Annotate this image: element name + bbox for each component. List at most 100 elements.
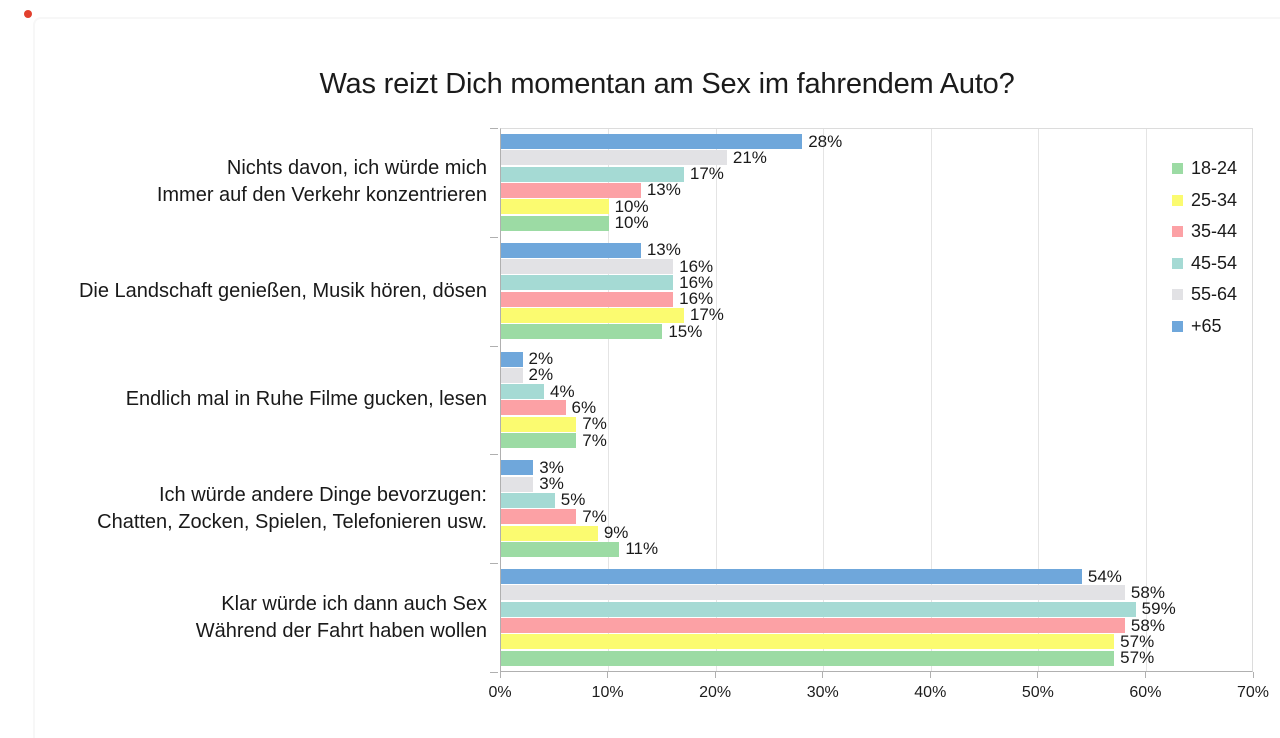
legend-swatch-icon: [1172, 320, 1183, 332]
category-label-line: Die Landschaft genießen, Musik hören, dö…: [78, 279, 487, 302]
category-label-line: Chatten, Zocken, Spielen, Telefonieren u…: [97, 510, 487, 533]
bar-group: 3% 3% 5% 7% 9% 11%: [501, 455, 1252, 564]
category-label: Die Landschaft genießen, Musik hören, dö…: [42, 237, 487, 346]
bar-45-54: [501, 166, 684, 182]
category-label-line: Klar würde ich dann auch Sex: [221, 592, 487, 615]
category-label: Klar würde ich dann auch Sex Während der …: [42, 563, 487, 672]
bar-18-24: [501, 541, 620, 557]
y-axis-tick: [490, 128, 498, 129]
bar-value-label: 7%: [582, 430, 607, 450]
x-axis-tick: [1252, 672, 1254, 678]
bar-55-64: [501, 150, 727, 166]
legend-swatch-icon: [1172, 194, 1183, 206]
bar-45-54: [501, 492, 555, 508]
bar-65: [501, 242, 641, 258]
legend-label: 25-34: [1191, 189, 1238, 210]
bar-value-label: 4%: [550, 381, 575, 401]
gridline: [715, 129, 717, 671]
bar-value-label: 17%: [689, 305, 724, 325]
legend-swatch-icon: [1172, 289, 1183, 300]
x-tick-label: 70%: [1236, 684, 1270, 701]
bar-value-label: 21%: [732, 147, 767, 167]
x-axis-tick: [1037, 672, 1039, 678]
legend-label: 35-44: [1191, 221, 1238, 241]
legend-label: 55-64: [1191, 284, 1238, 304]
bar-value-label: 16%: [679, 289, 714, 309]
x-axis-tick: [822, 672, 824, 678]
gridline: [930, 129, 932, 671]
category-label: Endlich mal in Ruhe Filme gucken, lesen: [42, 346, 487, 455]
bar-value-label: 28%: [808, 131, 843, 151]
category-label-line: Während der Fahrt haben wollen: [195, 619, 487, 642]
legend-item: 25-34: [1172, 190, 1237, 211]
gridline: [608, 129, 610, 671]
bar-value-label: 2%: [528, 365, 554, 385]
bar-18-24: [501, 324, 663, 340]
bar-value-label: 13%: [646, 240, 681, 260]
category-label: Ich würde andere Dinge bevorzugen: Chatte…: [42, 454, 487, 563]
card-panel: [33, 17, 1280, 738]
chart-title: Was reizt Dich momentan am Sex im fahren…: [319, 68, 1015, 100]
bar-value-label: 3%: [539, 457, 564, 477]
bar-35-44: [501, 509, 577, 525]
bar-value-label: 16%: [679, 256, 714, 276]
bar-45-54: [501, 384, 545, 400]
bar-value-label: 59%: [1141, 599, 1176, 619]
y-axis-tick: [490, 345, 498, 347]
category-label-line: Ich würde andere Dinge bevorzugen:: [159, 483, 487, 506]
bar-value-label: 6%: [571, 397, 597, 417]
y-axis-tick: [490, 672, 498, 673]
bar-value-label: 16%: [679, 272, 714, 292]
bar-65: [501, 134, 803, 149]
bar-value-label: 15%: [668, 321, 703, 341]
legend-swatch-icon: [1172, 163, 1183, 174]
x-axis-tick: [499, 672, 501, 678]
bar-value-label: 2%: [528, 349, 554, 369]
gridline: [1038, 129, 1040, 671]
x-tick-label: 30%: [806, 684, 839, 701]
bar-35-44: [501, 182, 641, 198]
x-tick-label: 60%: [1129, 684, 1162, 701]
bar-value-label: 13%: [646, 180, 681, 200]
x-axis-tick: [714, 672, 716, 678]
legend-item: 45-54: [1172, 253, 1237, 274]
x-axis-tick: [929, 672, 931, 678]
bar-55-64: [501, 476, 534, 492]
x-tick-label: 20%: [699, 684, 732, 701]
bar-value-label: 57%: [1120, 648, 1155, 668]
legend-label: 18-24: [1191, 158, 1238, 178]
legend-item: 35-44: [1172, 221, 1237, 242]
bar-value-label: 58%: [1130, 615, 1165, 635]
x-tick-label: 50%: [1021, 684, 1054, 701]
bar-65: [501, 460, 534, 476]
bar-value-label: 57%: [1120, 631, 1155, 651]
bar-value-label: 17%: [689, 164, 724, 184]
y-axis-tick: [490, 454, 498, 456]
bar-group: 28% 21% 17% 13% 10% 10%: [501, 129, 1252, 238]
bar-group: 54% 58% 59% 58% 57% 57%: [501, 564, 1252, 673]
bar-group: 13% 16% 16% 16% 17% 15%: [501, 238, 1252, 347]
plot-area: 28% 21% 17% 13% 10% 10% 13% 16% 16% 16% 17% 15% 2% 2%…: [500, 128, 1253, 672]
legend-label: 45-54: [1191, 252, 1238, 273]
bar-group: 2% 2% 4% 6% 7% 7%: [501, 347, 1252, 456]
x-tick-label: 10%: [591, 684, 624, 701]
legend-item: +65: [1172, 316, 1237, 337]
category-label-line: Endlich mal in Ruhe Filme gucken, lesen: [125, 388, 487, 411]
y-axis-tick: [490, 563, 498, 565]
bar-45-54: [501, 275, 674, 291]
legend-label: +65: [1191, 315, 1222, 336]
bar-value-label: 5%: [560, 490, 586, 510]
category-label: Nichts davon, ich würde mich Immer auf de…: [42, 128, 487, 237]
bar-value-label: 9%: [603, 523, 629, 543]
bar-value-label: 11%: [625, 539, 659, 559]
gridline: [823, 129, 825, 671]
legend-item: 18-24: [1172, 158, 1237, 179]
bar-value-label: 10%: [614, 213, 649, 232]
bar-18-24: [501, 650, 1115, 666]
category-label-line: Immer auf den Verkehr konzentrieren: [156, 184, 487, 207]
legend-item: 55-64: [1172, 284, 1237, 305]
bar-25-34: [501, 307, 684, 323]
bar-25-34: [501, 525, 598, 541]
x-axis-tick: [607, 672, 609, 678]
